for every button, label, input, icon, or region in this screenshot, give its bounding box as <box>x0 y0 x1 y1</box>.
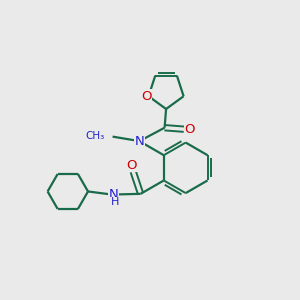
Text: O: O <box>141 90 152 103</box>
Text: O: O <box>127 158 137 172</box>
Text: CH₃: CH₃ <box>85 131 104 141</box>
Text: O: O <box>184 123 195 136</box>
Text: N: N <box>108 188 118 201</box>
Text: H: H <box>111 197 119 208</box>
Text: N: N <box>134 135 144 148</box>
